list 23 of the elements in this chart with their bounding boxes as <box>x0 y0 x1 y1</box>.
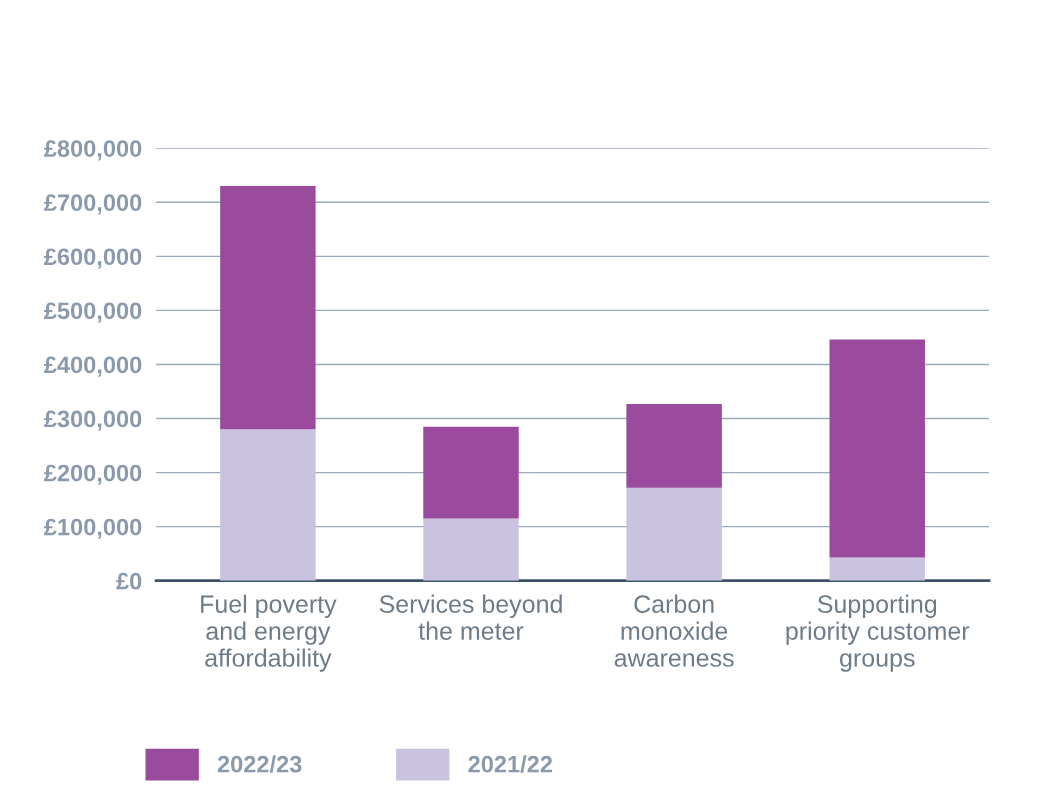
bar <box>220 429 316 581</box>
x-tick-label: Supporting priority customer groups <box>786 594 970 672</box>
bar <box>829 339 925 558</box>
bar <box>423 518 519 581</box>
y-tick-label: £200,000 <box>44 464 142 485</box>
bar <box>829 557 925 581</box>
y-tick-label: £400,000 <box>44 356 142 377</box>
y-tick-label: £100,000 <box>44 518 142 539</box>
x-tick-label: Services beyond the meter <box>379 594 562 640</box>
bar <box>626 487 722 581</box>
y-tick-label: £700,000 <box>44 194 142 215</box>
y-tick-label: £300,000 <box>44 410 142 431</box>
y-tick-label: £600,000 <box>44 248 142 269</box>
bar <box>626 403 722 488</box>
y-tick-label: £0 <box>116 572 142 590</box>
legend-label: 2021/22 <box>468 755 553 773</box>
y-tick-label: £500,000 <box>44 302 142 323</box>
y-tick-label: £800,000 <box>44 140 142 161</box>
x-tick-label: Fuel poverty and energy affordability <box>201 594 337 672</box>
bar <box>220 186 316 430</box>
bar <box>423 426 519 519</box>
x-tick-label: Carbon monoxide awareness <box>614 594 734 667</box>
legend-label: 2022/23 <box>217 755 302 773</box>
